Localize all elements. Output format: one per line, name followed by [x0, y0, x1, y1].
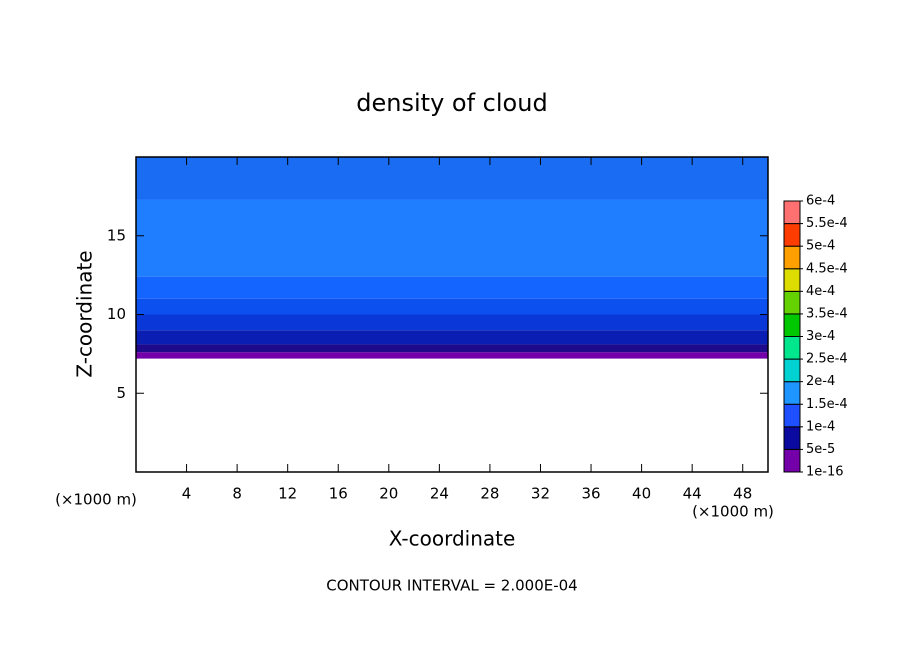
colorbar-label: 2e-4 [806, 374, 835, 389]
contour-band [136, 298, 768, 315]
x-tick-label: 8 [232, 485, 242, 503]
colorbar-label: 2.5e-4 [806, 352, 848, 367]
colorbar-label: 3e-4 [806, 329, 835, 344]
x-tick-label: 32 [531, 485, 550, 503]
x-tick-label: 44 [683, 485, 702, 503]
x-tick-label: 24 [430, 485, 449, 503]
contour-band [136, 157, 768, 200]
colorbar-box [783, 336, 801, 360]
colorbar-box [783, 358, 801, 383]
x-units: (×1000 m) [692, 503, 774, 521]
colorbar-label: 4e-4 [806, 284, 835, 299]
x-tick-label: 12 [278, 485, 297, 503]
colorbar-label: 3.5e-4 [806, 306, 848, 321]
colorbar-box [783, 200, 801, 225]
x-tick-label: 48 [733, 485, 752, 503]
y-units: (×1000 m) [55, 491, 137, 509]
x-axis-label: X-coordinate [389, 527, 516, 551]
contour-band [136, 344, 768, 353]
chart-title: density of cloud [356, 89, 547, 117]
y-tick-label: 5 [116, 384, 126, 402]
colorbar-box [783, 245, 801, 270]
colorbar-box [783, 223, 801, 247]
colorbar-label: 5e-5 [806, 442, 835, 457]
y-axis-label: Z-coordinate [73, 250, 97, 377]
x-tick-label: 4 [182, 485, 192, 503]
colorbar-label: 5.5e-4 [806, 216, 848, 231]
footer: CONTOUR INTERVAL = 2.000E-04 [326, 577, 577, 595]
contour-band [136, 314, 768, 331]
x-tick-label: 16 [329, 485, 348, 503]
contour-band [136, 330, 768, 345]
colorbar-label: 5e-4 [806, 239, 835, 254]
colorbar-label: 1e-16 [806, 465, 844, 480]
x-tick-label: 28 [480, 485, 499, 503]
colorbar-box [783, 403, 801, 428]
colorbar-label: 1.5e-4 [806, 397, 848, 412]
colorbar-box [783, 268, 801, 292]
x-tick-label: 20 [379, 485, 398, 503]
colorbar-box [783, 290, 801, 315]
contour-band [136, 352, 768, 359]
y-tick-label: 10 [107, 305, 126, 323]
contour-band [136, 199, 768, 277]
colorbar-label: 1e-4 [806, 419, 835, 434]
colorbar-box [783, 448, 801, 473]
colorbar-box [783, 381, 801, 405]
x-tick-label: 36 [581, 485, 600, 503]
colorbar-box [783, 426, 801, 450]
contour-band [136, 276, 768, 299]
colorbar-label: 4.5e-4 [806, 261, 848, 276]
colorbar-box [783, 313, 801, 337]
colorbar-label: 6e-4 [806, 194, 835, 209]
y-tick-label: 15 [107, 226, 126, 244]
x-tick-label: 40 [632, 485, 651, 503]
